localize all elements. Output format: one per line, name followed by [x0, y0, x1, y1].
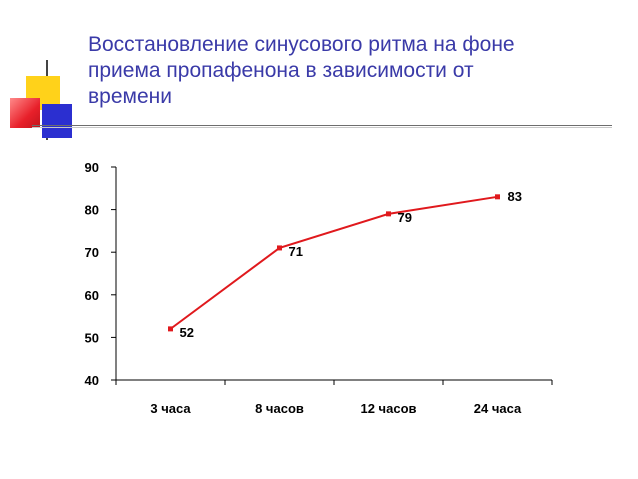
slide-title: Восстановление синусового ритма на фоне …	[88, 33, 515, 108]
data-label: 71	[289, 244, 303, 259]
series: 52 71 79 83	[168, 189, 522, 340]
data-label: 79	[398, 210, 412, 225]
decor-red-square	[10, 98, 40, 128]
title-underline	[32, 125, 612, 126]
y-tick-label: 50	[85, 330, 99, 345]
y-tick-label: 60	[85, 288, 99, 303]
x-axis: 3 часа 8 часов 12 часов 24 часа	[115, 379, 553, 416]
data-label: 83	[508, 189, 522, 204]
y-tick-label: 70	[85, 245, 99, 260]
data-point	[277, 245, 282, 251]
y-tick-label: 90	[85, 160, 99, 175]
y-axis: 40 50 60 70 80 90	[85, 160, 117, 388]
x-tick-label: 3 часа	[150, 401, 191, 416]
data-label: 52	[180, 325, 194, 340]
x-tick-label: 12 часов	[360, 401, 416, 416]
data-point	[495, 194, 500, 200]
decor-blue-square	[42, 104, 72, 138]
x-tick-label: 8 часов	[255, 401, 304, 416]
series-line	[169, 195, 498, 330]
y-tick-label: 40	[85, 373, 99, 388]
y-tick-label: 80	[85, 203, 99, 218]
x-tick-label: 24 часа	[474, 401, 522, 416]
data-point	[168, 326, 173, 332]
data-point	[386, 211, 391, 217]
title-underline-shadow	[32, 127, 612, 128]
